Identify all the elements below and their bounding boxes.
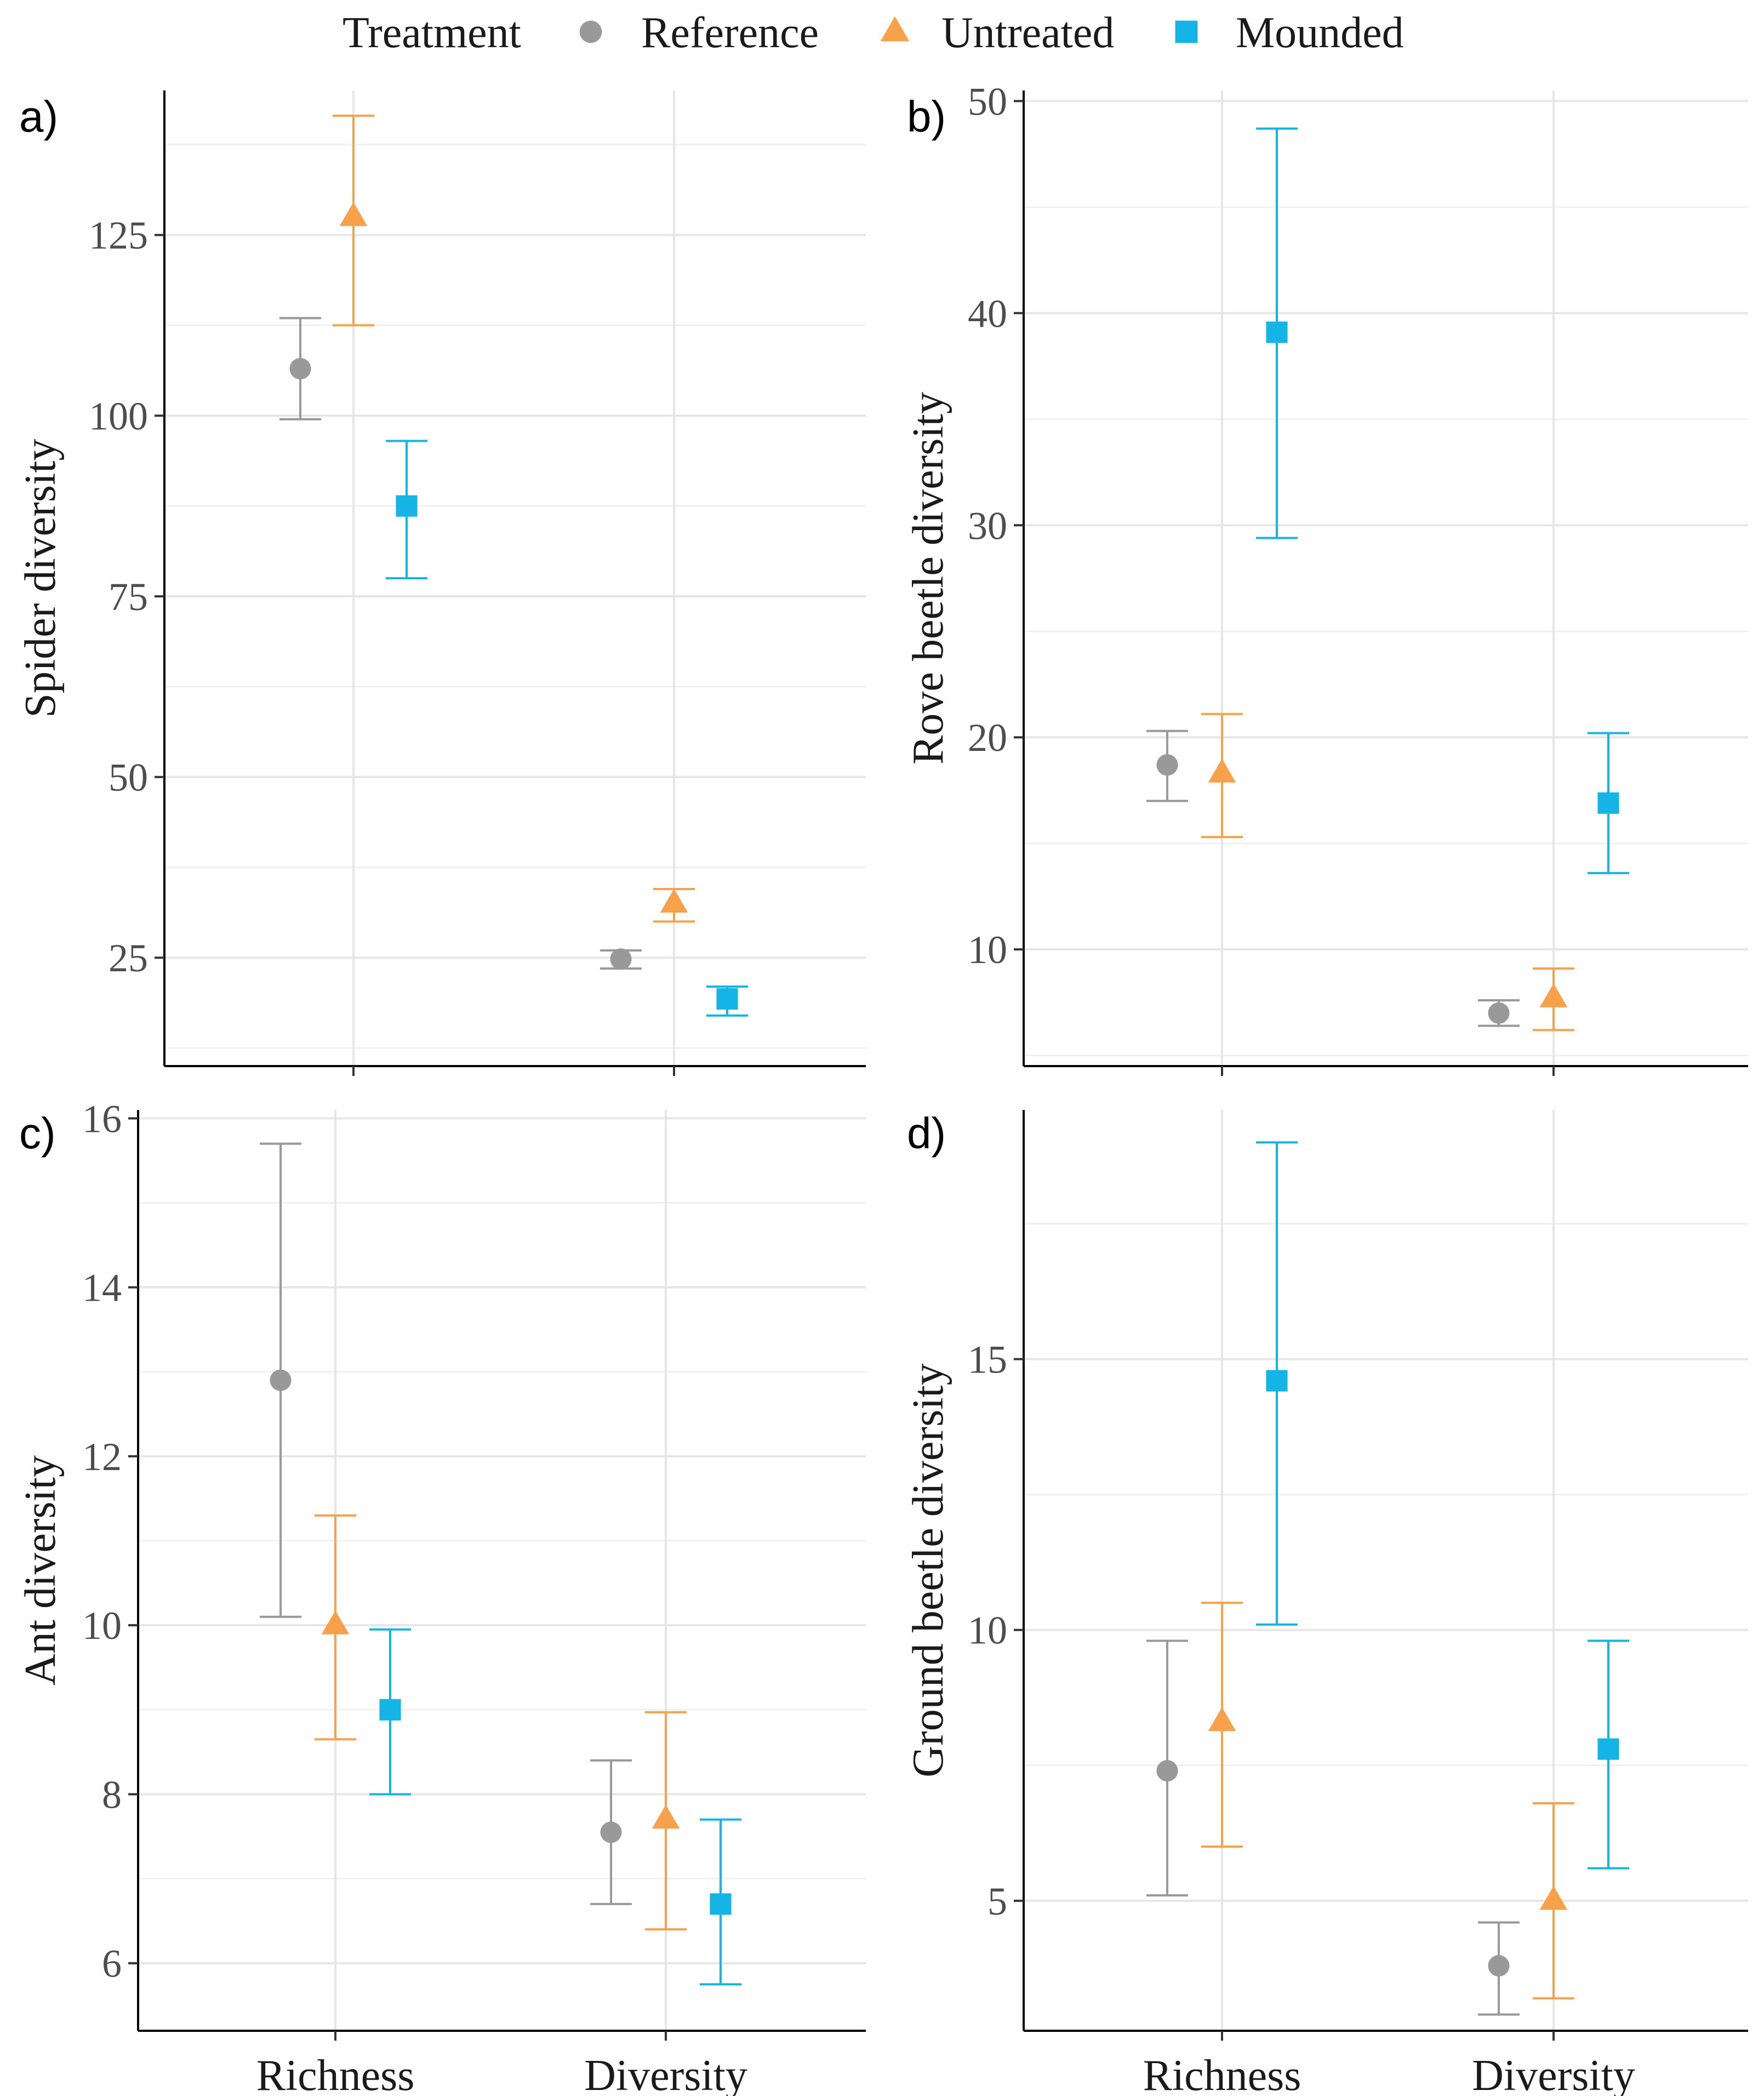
y-tick-label: 20: [968, 716, 1007, 760]
y-tick-label: 30: [968, 504, 1007, 548]
y-tick-label: 100: [89, 394, 148, 438]
legend-key-untreated: [880, 16, 910, 42]
point-mounded-richness: [1266, 321, 1288, 343]
x-category-label-diversity: Diversity: [1472, 2052, 1635, 2096]
panel-a: 25 50 75 100 125 Spider diversity a): [16, 90, 866, 1076]
panel-tag: a): [19, 92, 58, 141]
y-tick-label: 16: [82, 1097, 122, 1141]
legend-key-mounded: [1175, 20, 1198, 43]
point-untreated-richness: [1208, 1707, 1236, 1732]
y-tick-label: 5: [987, 1879, 1007, 1923]
point-reference-richness: [270, 1369, 292, 1391]
point-mounded-diversity: [716, 988, 738, 1010]
point-mounded-diversity: [1597, 792, 1619, 814]
y-tick-label: 50: [109, 756, 148, 800]
y-axis-title: Rove beetle diversity: [904, 392, 952, 765]
y-tick-label: 10: [82, 1604, 122, 1648]
y-tick-label: 12: [82, 1435, 122, 1479]
point-reference-diversity: [1488, 1002, 1510, 1024]
y-tick-label: 6: [102, 1942, 122, 1986]
y-axis-title: Spider diversity: [16, 439, 65, 718]
y-axis-title: Ant diversity: [16, 1455, 65, 1685]
point-untreated-richness: [1208, 758, 1236, 783]
panel-tag: d): [907, 1109, 946, 1158]
legend-title: Treatment: [342, 9, 521, 57]
legend-marker-circle-icon: [579, 20, 602, 43]
point-mounded-diversity: [1597, 1738, 1619, 1760]
y-tick-label: 10: [968, 1609, 1007, 1653]
panel-d: 5 10 15 Richness Diversity Ground beetle dive…: [904, 1109, 1748, 2096]
y-tick-label: 125: [89, 214, 148, 258]
point-untreated-diversity: [1539, 1886, 1568, 1910]
point-reference-richness: [289, 358, 311, 380]
legend-label-reference: Reference: [641, 9, 819, 57]
panel-c: 6 8 10 12 14 16 Richness Diversity Ant diversity…: [16, 1097, 866, 2096]
point-mounded-richness: [1266, 1370, 1288, 1392]
y-tick-label: 50: [968, 79, 1007, 123]
point-mounded-diversity: [710, 1893, 732, 1915]
point-reference-diversity: [600, 1821, 622, 1843]
legend-label-mounded: Mounded: [1236, 9, 1404, 57]
x-category-label-richness: Richness: [256, 2052, 415, 2096]
y-tick-label: 75: [109, 575, 148, 619]
point-mounded-richness: [379, 1699, 401, 1721]
point-untreated-diversity: [660, 888, 688, 913]
y-tick-label: 25: [109, 936, 148, 980]
legend-label-untreated: Untreated: [941, 9, 1114, 57]
y-tick-label: 40: [968, 292, 1007, 335]
x-category-label-diversity: Diversity: [584, 2052, 747, 2096]
point-mounded-richness: [396, 495, 418, 517]
panel-tag: b): [907, 92, 946, 141]
y-tick-label: 14: [82, 1266, 122, 1310]
legend-key-reference: [579, 20, 602, 43]
point-reference-diversity: [610, 948, 632, 970]
y-axis-title: Ground beetle diversity: [904, 1363, 952, 1777]
point-untreated-diversity: [652, 1804, 680, 1829]
point-reference-richness: [1156, 754, 1178, 776]
legend-marker-square-icon: [1175, 20, 1198, 43]
x-category-label-richness: Richness: [1143, 2052, 1301, 2096]
y-tick-label: 15: [968, 1338, 1007, 1382]
point-reference-richness: [1156, 1760, 1178, 1782]
point-reference-diversity: [1488, 1955, 1510, 1977]
point-untreated-diversity: [1539, 983, 1568, 1007]
y-tick-label: 8: [102, 1773, 122, 1816]
panel-tag: c): [19, 1109, 56, 1158]
y-tick-label: 10: [968, 928, 1007, 972]
point-untreated-richness: [321, 1610, 350, 1634]
legend: Treatment Reference Untreated Mounded: [342, 9, 1404, 57]
panel-b: 10 20 30 40 50 Rove beetle diversity b): [904, 79, 1748, 1076]
legend-marker-triangle-icon: [880, 16, 910, 42]
point-untreated-richness: [339, 202, 368, 226]
